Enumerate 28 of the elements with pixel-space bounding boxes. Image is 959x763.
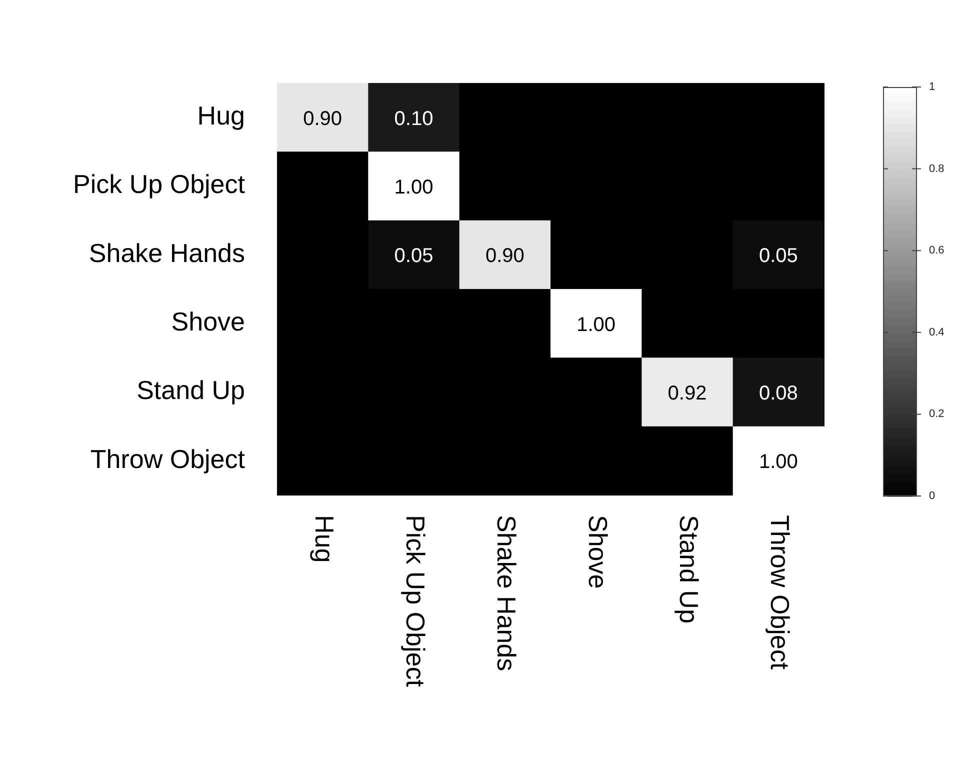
color-bar-label: 0 xyxy=(929,490,936,502)
y-tick-label: Stand Up xyxy=(136,375,245,406)
x-tick-label: Pick Up Object xyxy=(400,515,431,688)
y-tick-label: Shove xyxy=(171,306,245,337)
data-label: 0.05 xyxy=(394,245,434,268)
data-label: 0.10 xyxy=(394,108,434,130)
data-label: 1.00 xyxy=(576,314,616,336)
data-label: 0.92 xyxy=(668,382,707,405)
x-tick-label: Shove xyxy=(582,515,613,589)
y-tick-label: Hug xyxy=(197,100,245,131)
y-tick-label: Pick Up Object xyxy=(73,169,246,200)
y-tick-label: Shake Hands xyxy=(88,238,245,268)
data-label: 0.05 xyxy=(758,245,798,268)
data-label: 0.08 xyxy=(758,382,798,405)
y-tick-label: Throw Object xyxy=(90,444,246,474)
data-label: 1.00 xyxy=(758,451,798,474)
color-bar-label: 0.8 xyxy=(929,162,944,175)
color-bar-label: 0.2 xyxy=(929,408,944,420)
color-bar-label: 0.4 xyxy=(929,326,944,338)
x-tick-label: Shake Hands xyxy=(492,515,522,672)
color-bar-label: 1 xyxy=(929,81,936,94)
data-label: 0.90 xyxy=(303,108,342,130)
x-tick-label: Hug xyxy=(309,515,340,563)
x-tick-label: Throw Object xyxy=(765,515,796,670)
data-label: 0.90 xyxy=(485,245,524,268)
x-tick-label: Stand Up xyxy=(674,515,704,624)
data-label: 1.00 xyxy=(394,176,434,199)
color-bar-label: 0.6 xyxy=(929,244,944,257)
